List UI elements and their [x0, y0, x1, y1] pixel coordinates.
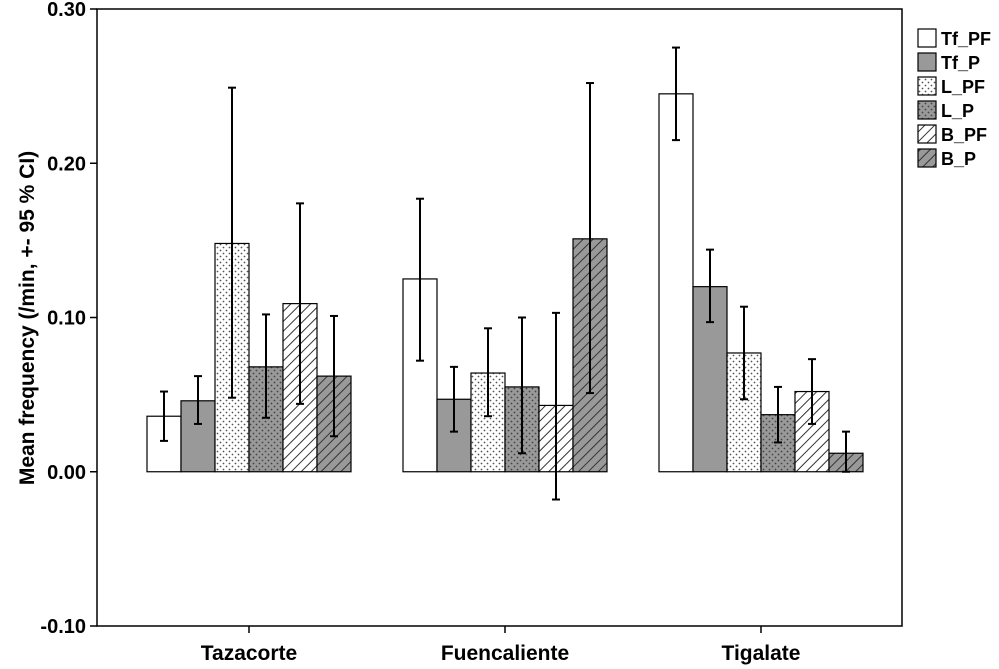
y-tick-label: 0.30: [47, 0, 86, 21]
y-tick-label: 0.10: [47, 308, 86, 330]
legend-swatch: [917, 124, 937, 144]
y-tick-label: -0.10: [40, 616, 86, 638]
bar-series-group: [146, 93, 864, 473]
x-axis: Tazacorte Fuencaliente Tigalate: [201, 626, 801, 665]
legend-label: Tf_PF: [941, 29, 991, 49]
legend: Tf_PF Tf_P L_PF L_P B_PF B_P: [917, 28, 991, 169]
legend-swatch: [917, 148, 937, 168]
y-tick-label: 0.20: [47, 153, 86, 175]
legend-swatch: [917, 100, 937, 120]
y-tick-label: 0.00: [47, 462, 86, 484]
x-tick-label: Fuencaliente: [441, 642, 569, 665]
y-axis: -0.10 0.00 0.10 0.20 0.30: [40, 0, 97, 638]
x-tick-label: Tigalate: [722, 642, 801, 665]
legend-swatch: [917, 52, 937, 72]
x-tick-label: Tazacorte: [201, 642, 297, 665]
bar: [658, 93, 694, 473]
legend-label: B_PF: [941, 125, 987, 145]
legend-label: L_P: [941, 101, 974, 121]
legend-swatch: [917, 76, 937, 96]
legend-label: Tf_P: [941, 53, 980, 73]
legend-label: B_P: [941, 149, 976, 169]
y-axis-title: Mean frequency (/min, +- 95 % CI): [16, 151, 39, 485]
error-bar-group: [160, 46, 850, 501]
legend-label: L_PF: [941, 77, 985, 97]
legend-swatch: [917, 28, 937, 48]
